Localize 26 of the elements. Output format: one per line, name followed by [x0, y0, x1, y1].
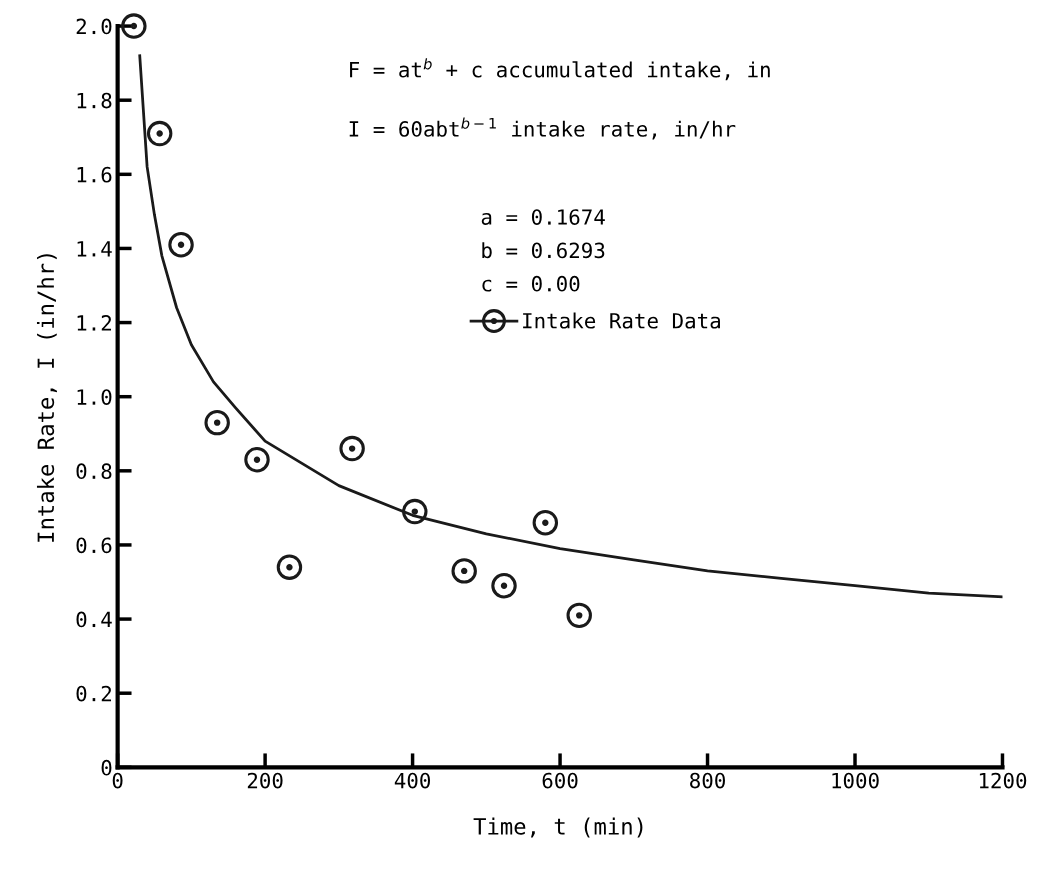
x-tick-label: 1000: [832, 772, 879, 789]
x-tick-label: 400: [394, 772, 431, 789]
x-tick-label: 200: [247, 772, 283, 789]
x-tick-label: 0: [112, 772, 123, 789]
annotation: a = 0.1674: [481, 209, 605, 225]
x-tick-label: 1200: [979, 772, 1027, 789]
legend-label: Intake Rate Data: [523, 312, 720, 329]
y-tick-label: 1.4: [77, 241, 112, 257]
y-tick-label: 1.6: [77, 166, 112, 183]
annotation: F = at$^{b}$ + c accumulated intake, in: [350, 58, 770, 81]
y-tick-label: 2.0: [76, 18, 112, 35]
y-tick-label: 0.8: [76, 463, 112, 480]
x-tick-label: 600: [542, 772, 578, 789]
y-tick-label: 0: [101, 759, 112, 776]
x-axis-title: Time, t (min): [473, 817, 643, 838]
y-tick-label: 0.2: [76, 685, 111, 702]
y-tick-label: 0.4: [76, 611, 112, 628]
y-tick-label: 1.0: [77, 389, 112, 405]
annotation: b = 0.6293: [482, 242, 605, 259]
y-tick-label: 1.8: [77, 92, 112, 109]
y-axis-title: Intake Rate, I (in/hr): [36, 254, 57, 542]
x-tick-label: 800: [690, 772, 725, 789]
y-tick-label: 0.6: [76, 537, 112, 554]
annotation: I = 60abt$^{b−1}$ intake rate, in/hr: [349, 117, 736, 140]
y-tick-label: 1.2: [77, 315, 111, 331]
annotation: c = 0.00: [482, 275, 580, 292]
